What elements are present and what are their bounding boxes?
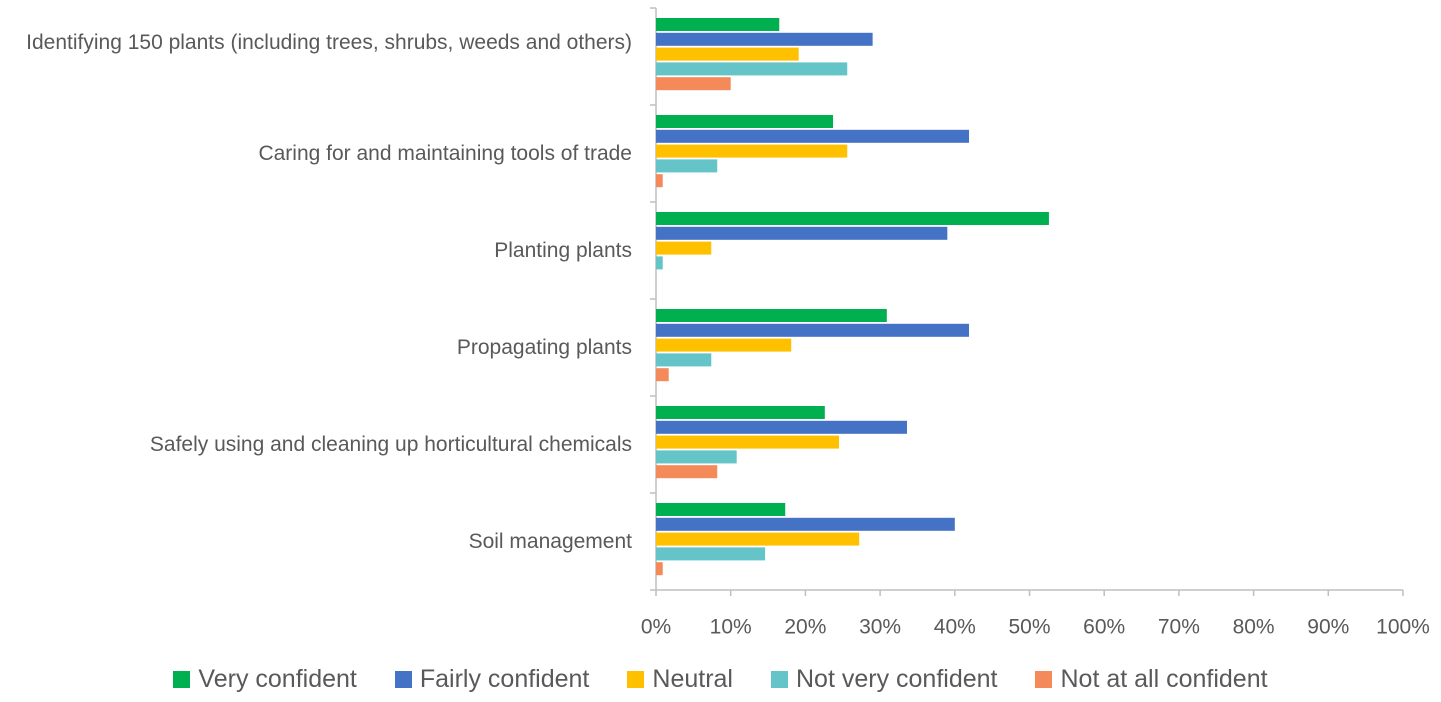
bar	[656, 517, 955, 531]
bar	[656, 174, 663, 188]
bar	[656, 62, 848, 76]
x-tick-label: 0%	[641, 616, 671, 639]
x-tick-label: 70%	[1158, 616, 1200, 639]
bar	[656, 241, 712, 255]
category-label: Caring for and maintaining tools of trad…	[258, 142, 632, 165]
bar	[656, 353, 712, 367]
category-label: Safely using and cleaning up horticultur…	[149, 433, 632, 456]
bar	[656, 18, 780, 31]
x-tick-label: 40%	[934, 616, 976, 639]
bar	[656, 338, 792, 352]
x-tick-label: 50%	[1008, 616, 1050, 639]
x-tick-label: 100%	[1376, 616, 1430, 639]
bar	[656, 532, 860, 546]
legend-label: Neutral	[652, 665, 733, 693]
bar	[656, 547, 766, 561]
bar	[656, 115, 834, 128]
bar	[656, 77, 731, 91]
legend-swatch	[173, 671, 191, 688]
legend-swatch	[1035, 671, 1053, 688]
legend-item: Not very confident	[770, 665, 998, 694]
bar	[656, 309, 887, 322]
x-tick-label: 90%	[1307, 616, 1349, 639]
bar	[656, 226, 948, 240]
legend-label: Not at all confident	[1060, 665, 1268, 693]
category-label: Planting plants	[494, 239, 632, 262]
bar	[656, 435, 840, 449]
legend-item: Fairly confident	[394, 665, 590, 694]
legend-label: Very confident	[198, 665, 357, 693]
legend-item: Not at all confident	[1035, 665, 1268, 694]
x-tick-label: 30%	[859, 616, 901, 639]
bar	[656, 212, 1049, 225]
bar	[656, 129, 969, 143]
bar	[656, 465, 718, 479]
bar	[656, 562, 663, 576]
bar	[656, 323, 969, 337]
bar	[656, 368, 669, 382]
plot: 0% 10% 20% 30% 40% 50% 60% 70% 80% 90% 100%	[641, 7, 1430, 639]
category-label: Soil management	[468, 530, 632, 553]
legend-label: Fairly confident	[419, 665, 590, 693]
category-label: Identifying 150 plants (including trees,…	[26, 31, 632, 54]
legend-item: Neutral	[627, 665, 733, 694]
bar	[656, 420, 907, 434]
bar	[656, 406, 825, 419]
bar	[656, 32, 873, 46]
x-tick-label: 20%	[784, 616, 826, 639]
bar	[656, 159, 718, 173]
legend-swatch	[627, 671, 645, 688]
bar	[656, 256, 663, 270]
bar	[656, 450, 737, 464]
legend: Very confident Fairly confident Neutral Not…	[0, 665, 1441, 694]
x-tick-label: 60%	[1083, 616, 1125, 639]
legend-swatch	[770, 671, 788, 688]
legend-item: Very confident	[173, 665, 357, 694]
legend-swatch	[394, 671, 412, 688]
bar	[656, 47, 799, 61]
bar	[656, 503, 786, 516]
bar	[656, 144, 848, 158]
category-label: Propagating plants	[456, 336, 632, 359]
x-tick-label: 80%	[1233, 616, 1275, 639]
x-tick-label: 10%	[710, 616, 752, 639]
legend-label: Not very confident	[795, 665, 998, 693]
